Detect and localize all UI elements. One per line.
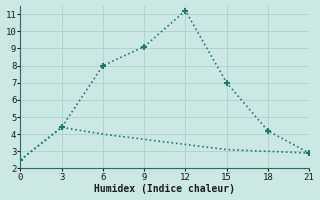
X-axis label: Humidex (Indice chaleur): Humidex (Indice chaleur) bbox=[94, 184, 235, 194]
